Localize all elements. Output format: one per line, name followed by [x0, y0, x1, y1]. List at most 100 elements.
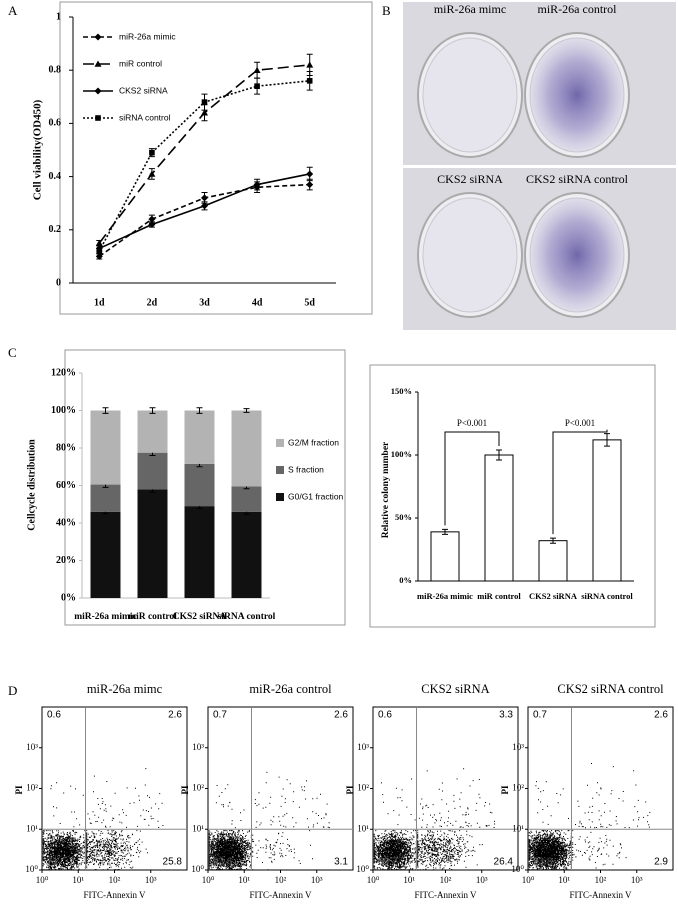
y-tick-label: 40%: [56, 517, 76, 528]
panel-frame: [369, 364, 656, 628]
photo-label: CKS2 siRNA: [437, 172, 503, 186]
marker: [94, 33, 102, 41]
x-tick-label: 10³: [145, 875, 157, 885]
y-axis-label: Cellcycle distribution: [26, 439, 37, 531]
y-tick-label: 10¹: [357, 823, 369, 833]
panel-label: D: [8, 683, 17, 698]
x-tick-label: miR-26a mimic: [417, 591, 473, 601]
y-tick-label: 60%: [56, 480, 76, 491]
marker: [94, 60, 102, 67]
y-tick-label: 10³: [192, 742, 204, 752]
marker: [149, 149, 155, 156]
marker: [306, 181, 314, 189]
bar-segment: [231, 486, 262, 512]
y-tick-label: 10²: [357, 783, 369, 793]
y-tick-label: 120%: [51, 367, 76, 378]
y-tick-label: 10¹: [192, 823, 204, 833]
quadrant-label: 69.7: [378, 857, 398, 868]
y-tick-label: 10⁰: [356, 864, 369, 874]
dish-rim: [422, 37, 518, 153]
y-tick-label: 0.4: [49, 171, 62, 182]
x-tick-label: 10¹: [238, 875, 250, 885]
bar-segment: [137, 452, 168, 490]
x-tick-label: 10³: [631, 875, 643, 885]
bar-segment: [231, 511, 262, 598]
x-tick-label: 10²: [595, 875, 607, 885]
quadrant-label: 93.6: [213, 857, 233, 868]
quadrant-label: 0.6: [47, 710, 61, 721]
x-tick-label: 3d: [199, 297, 210, 308]
y-axis-label: Cell viability(OD450): [32, 99, 44, 200]
error-bar: [243, 408, 250, 413]
plot-title: miR-26a control: [249, 682, 332, 696]
marker: [253, 66, 261, 73]
marker: [95, 239, 103, 246]
y-tick-label: 0%: [61, 592, 76, 603]
x-tick-label: 4d: [252, 297, 263, 308]
error-bar: [196, 407, 203, 414]
plot-title: miR-26a mimc: [87, 682, 163, 696]
x-axis-label: FITC-Annexin V: [83, 890, 146, 900]
marker: [306, 170, 314, 178]
y-tick-label: 10¹: [512, 823, 524, 833]
event-cloud: [528, 763, 651, 871]
error-bar: [149, 407, 156, 414]
quadrant-label: 3.1: [334, 857, 348, 868]
error-bar: [550, 537, 556, 544]
y-tick-label: 150%: [391, 386, 412, 396]
bar-segment: [137, 410, 168, 453]
error-bar: [442, 528, 448, 535]
legend-label: miR-26a mimic: [119, 31, 176, 41]
x-tick-label: 10²: [275, 875, 287, 885]
marker: [95, 252, 103, 260]
bar-segment: [231, 410, 262, 487]
marker: [253, 181, 261, 189]
x-tick-label: 10²: [109, 875, 121, 885]
y-axis-label: PI: [345, 785, 355, 794]
marker: [201, 109, 208, 116]
x-tick-label: 2d: [147, 297, 158, 308]
y-tick-label: 0: [56, 277, 61, 288]
marker: [94, 87, 102, 95]
y-tick-label: 10⁰: [191, 864, 204, 874]
x-tick-label: 10³: [311, 875, 323, 885]
x-tick-label: 10²: [440, 875, 452, 885]
y-tick-label: 0.8: [49, 64, 62, 75]
legend-label: G0/G1 fraction: [288, 491, 344, 501]
marker: [148, 215, 156, 223]
x-tick-label: miR control: [128, 612, 177, 622]
x-tick-label: CKS2 siRNA: [529, 591, 578, 601]
panel-label: C: [8, 345, 17, 360]
marker: [148, 220, 156, 228]
x-tick-label: CKS2 siRNA: [173, 612, 227, 622]
marker: [201, 202, 208, 210]
y-tick-label: 10²: [512, 783, 524, 793]
x-axis-label: FITC-Annexin V: [414, 890, 477, 900]
bar: [484, 454, 514, 582]
y-tick-label: 10¹: [26, 823, 38, 833]
x-tick-label: siRNA control: [218, 612, 276, 622]
y-axis-label: PI: [14, 785, 24, 794]
bar: [592, 439, 622, 582]
quadrant-label: 93.8: [533, 857, 553, 868]
x-tick-label: 1d: [94, 297, 105, 308]
error-bar: [102, 407, 109, 414]
x-tick-label: 10¹: [558, 875, 570, 885]
marker: [95, 115, 101, 121]
plot-title: CKS2 siRNA control: [557, 682, 664, 696]
event-cloud: [208, 771, 330, 871]
y-tick-label: 10³: [512, 742, 524, 752]
photo-label: miR-26a control: [538, 2, 618, 16]
x-tick-label: 10⁰: [367, 875, 380, 885]
x-tick-label: 10¹: [403, 875, 415, 885]
y-tick-label: 10²: [26, 783, 38, 793]
bar: [538, 540, 568, 582]
y-tick-label: 100%: [391, 449, 412, 459]
y-tick-label: 0%: [399, 575, 412, 585]
x-tick-label: miR-26a mimic: [74, 612, 137, 622]
x-tick-label: 10⁰: [202, 875, 215, 885]
y-tick-label: 80%: [56, 442, 76, 453]
bar: [430, 531, 460, 582]
quadrant-label: 2.9: [654, 857, 668, 868]
y-tick-label: 10⁰: [511, 864, 524, 874]
